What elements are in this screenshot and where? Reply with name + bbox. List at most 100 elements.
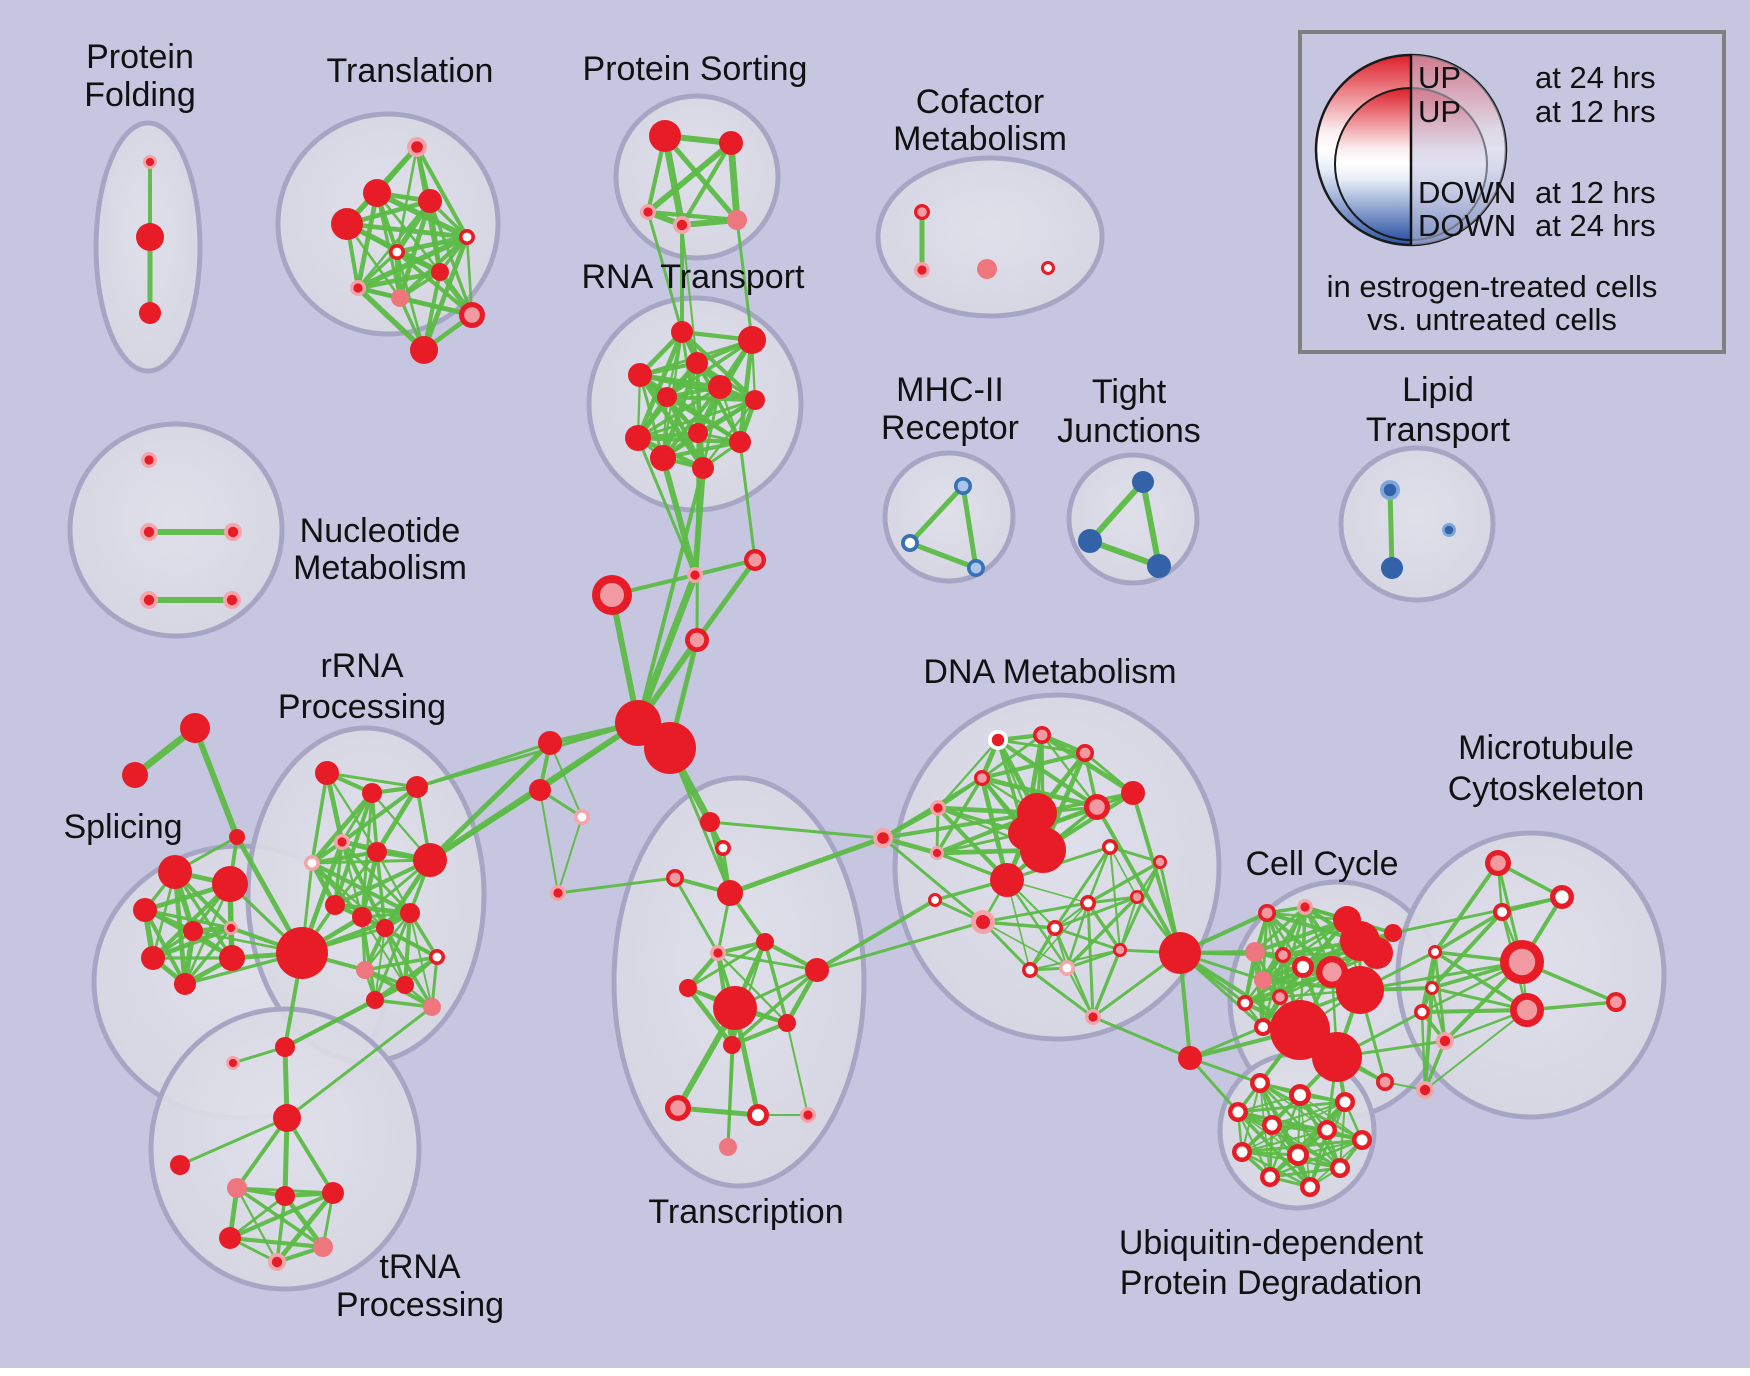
node-t0 <box>700 812 720 832</box>
edge <box>665 338 754 399</box>
node-m3 <box>685 628 709 652</box>
cluster-transcription-label-line1: Transcription <box>648 1193 843 1231</box>
edge <box>325 771 419 789</box>
node-sp11 <box>276 927 328 979</box>
node-t14 <box>719 1138 737 1156</box>
node-cc6 <box>1275 947 1291 963</box>
legend-row1-direction: UP <box>1418 60 1461 95</box>
node-ub1 <box>1289 1084 1311 1106</box>
cluster-translation-label-line1: Translation <box>327 52 494 90</box>
edge <box>1253 905 1307 954</box>
node-d11 <box>1020 827 1066 873</box>
edge <box>227 1190 336 1241</box>
node-t2 <box>666 869 684 887</box>
edge <box>636 398 757 440</box>
edge <box>727 835 886 896</box>
edge <box>344 221 470 240</box>
node-cc0 <box>1258 904 1276 922</box>
node-mt10 <box>1606 992 1626 1012</box>
node-sp2 <box>229 829 245 845</box>
node-d3 <box>1076 744 1094 762</box>
edge <box>1391 895 1564 935</box>
node-d0 <box>873 828 893 848</box>
node-lp2 <box>1442 523 1456 537</box>
node-d21 <box>1059 960 1075 976</box>
node-cf0 <box>914 204 930 220</box>
edge <box>979 750 1088 781</box>
node-d8 <box>930 846 944 860</box>
cluster-microtubule-cytoskeleton-label-line1: Microtubule <box>1458 729 1634 767</box>
edge <box>1086 895 1139 905</box>
edge <box>1258 1081 1364 1142</box>
node-ub8 <box>1287 1144 1309 1166</box>
node-ps0 <box>649 120 681 152</box>
edge <box>1065 966 1095 1019</box>
node-rr17 <box>226 1056 240 1070</box>
node-tr6 <box>431 263 449 281</box>
edge <box>1420 1010 1427 1092</box>
node-rr11 <box>429 949 445 965</box>
cluster-trna-processing-label-line1: tRNA <box>379 1248 461 1286</box>
cluster-mhc-ii-receptor-ellipse <box>882 450 1016 584</box>
edge <box>332 902 413 916</box>
node-m1 <box>592 575 632 615</box>
node-sp10 <box>219 945 245 971</box>
edge <box>1433 950 1529 1012</box>
node-rr3 <box>334 834 350 850</box>
edge <box>907 540 979 571</box>
edge <box>960 483 979 571</box>
node-t13 <box>800 1107 816 1123</box>
cluster-cofactor-metabolism-label-line2: Metabolism <box>893 120 1067 158</box>
edge <box>1240 1128 1329 1154</box>
node-mt1 <box>1550 885 1574 909</box>
cluster-nucleotide-metabolism-label-line1: Nucleotide <box>300 512 461 550</box>
edge <box>716 951 819 972</box>
edge <box>1252 917 1350 955</box>
node-ub6 <box>1352 1130 1372 1150</box>
cluster-rrna-processing-label-line2: Processing <box>278 688 446 726</box>
edge <box>679 140 734 228</box>
edge <box>980 733 1044 780</box>
node-cc13 <box>1254 1018 1272 1036</box>
node-ub2 <box>1335 1092 1355 1112</box>
edge <box>1268 1138 1364 1179</box>
edge <box>363 955 439 972</box>
edge <box>685 985 735 1048</box>
edge <box>635 329 685 441</box>
node-ub11 <box>1300 1177 1320 1197</box>
node-sp5 <box>133 898 157 922</box>
edge <box>310 771 329 865</box>
node-sp6 <box>183 921 203 941</box>
node-tj0 <box>1132 471 1154 493</box>
cluster-cofactor-metabolism-label-line1: Cofactor <box>916 83 1045 121</box>
edge <box>228 1194 287 1240</box>
edge <box>763 940 789 1025</box>
node-ub10 <box>1260 1167 1280 1187</box>
edge <box>1091 948 1122 1019</box>
node-tn5 <box>219 1227 241 1249</box>
edge <box>727 139 741 224</box>
node-m7 <box>529 779 551 801</box>
node-tr3 <box>331 208 363 240</box>
legend-row3-time: at 12 hrs <box>1535 175 1656 210</box>
edge <box>557 816 583 894</box>
node-t8 <box>713 986 757 1030</box>
node-nm0 <box>141 452 157 468</box>
node-d15 <box>928 893 942 907</box>
node-m8 <box>574 809 590 825</box>
legend-row2-direction: UP <box>1418 94 1461 129</box>
edge <box>143 908 233 930</box>
node-mh1 <box>901 534 919 552</box>
node-m2 <box>744 549 766 571</box>
edge <box>150 925 234 961</box>
legend-row1-time: at 24 hrs <box>1535 60 1656 95</box>
node-tr4 <box>459 229 475 245</box>
node-rr13 <box>396 976 414 994</box>
node-rr4 <box>304 855 320 871</box>
edge <box>1422 985 1435 1093</box>
edge <box>1268 1100 1347 1179</box>
node-t11 <box>665 1095 691 1121</box>
edge <box>356 199 432 290</box>
